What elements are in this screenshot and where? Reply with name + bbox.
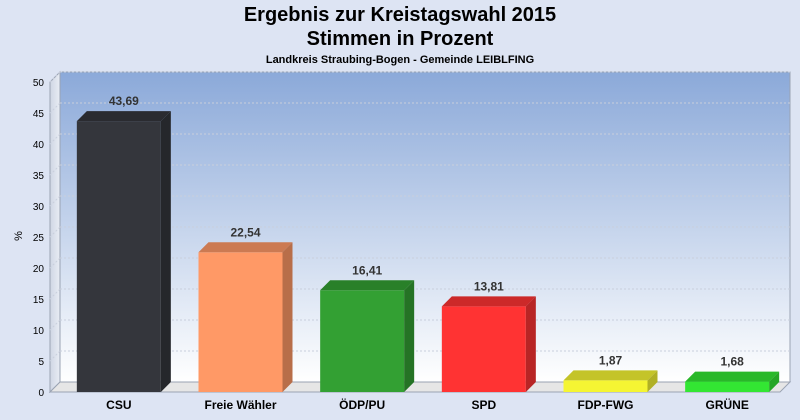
bars bbox=[76, 111, 780, 392]
x-tick-label: CSU bbox=[106, 398, 131, 412]
bar-side bbox=[769, 371, 780, 392]
y-tick-label: 35 bbox=[33, 171, 45, 182]
value-label: 16,41 bbox=[352, 263, 382, 277]
chart-subtitle: Landkreis Straubing-Bogen - Gemeinde LEI… bbox=[265, 54, 535, 66]
y-axis-ticks: 0 5 10 15 20 25 30 35 40 45 50 bbox=[33, 78, 45, 399]
bar-side bbox=[282, 242, 293, 392]
value-label: 43,69 bbox=[109, 94, 139, 108]
value-labels: 43,69 22,54 16,41 13,81 1,87 1,68 bbox=[109, 94, 744, 368]
bar-top bbox=[685, 371, 780, 382]
bar-front bbox=[685, 381, 770, 392]
value-label: 1,68 bbox=[720, 355, 744, 369]
y-axis-label: % bbox=[13, 231, 25, 241]
bar-front bbox=[563, 380, 648, 392]
grid-lines bbox=[49, 71, 790, 362]
bar-front bbox=[441, 306, 526, 392]
x-tick-label: Freie Wähler bbox=[204, 398, 276, 412]
y-tick-label: 40 bbox=[33, 140, 45, 151]
category-labels: CSU Freie Wähler ÖDP/PU SPD FDP-FWG GRÜNE bbox=[106, 397, 749, 412]
left-wall bbox=[49, 70, 61, 394]
bar-front bbox=[198, 252, 283, 392]
y-tick-label: 45 bbox=[33, 109, 45, 120]
bar-side bbox=[647, 370, 658, 392]
bar-top bbox=[76, 111, 171, 122]
bar-CSU bbox=[76, 111, 171, 392]
bar-top bbox=[441, 296, 536, 307]
bar-SPD bbox=[441, 296, 536, 392]
bar-GRÜNE bbox=[685, 371, 780, 392]
x-tick-label: SPD bbox=[471, 398, 496, 412]
chart-title-line2: Stimmen in Prozent bbox=[306, 28, 494, 50]
y-tick-label: 50 bbox=[33, 78, 45, 89]
bar-front bbox=[76, 121, 161, 392]
bar-side bbox=[525, 296, 536, 392]
y-tick-label: 10 bbox=[33, 326, 45, 337]
y-tick-label: 25 bbox=[33, 233, 45, 244]
bar-top bbox=[563, 370, 658, 381]
x-tick-label: ÖDP/PU bbox=[339, 397, 385, 412]
bar-ÖDP/PU bbox=[320, 280, 415, 392]
bar-top bbox=[320, 280, 415, 291]
bar-front bbox=[320, 290, 405, 392]
y-tick-label: 5 bbox=[38, 357, 44, 368]
y-tick-label: 30 bbox=[33, 202, 45, 213]
value-label: 13,81 bbox=[474, 279, 504, 293]
bar-Freie Wähler bbox=[198, 242, 293, 392]
y-tick-label: 20 bbox=[33, 264, 45, 275]
x-tick-label: FDP-FWG bbox=[578, 398, 634, 412]
x-tick-label: GRÜNE bbox=[705, 397, 748, 412]
bar-top bbox=[198, 242, 293, 253]
bar-side bbox=[404, 280, 415, 392]
value-label: 22,54 bbox=[230, 225, 260, 239]
y-tick-label: 0 bbox=[38, 388, 44, 399]
value-label: 1,87 bbox=[599, 353, 623, 367]
bar-FDP-FWG bbox=[563, 370, 658, 392]
bar-side bbox=[160, 111, 171, 392]
chart-title: Ergebnis zur Kreistagswahl 2015 bbox=[243, 4, 557, 26]
y-tick-label: 15 bbox=[33, 295, 45, 306]
